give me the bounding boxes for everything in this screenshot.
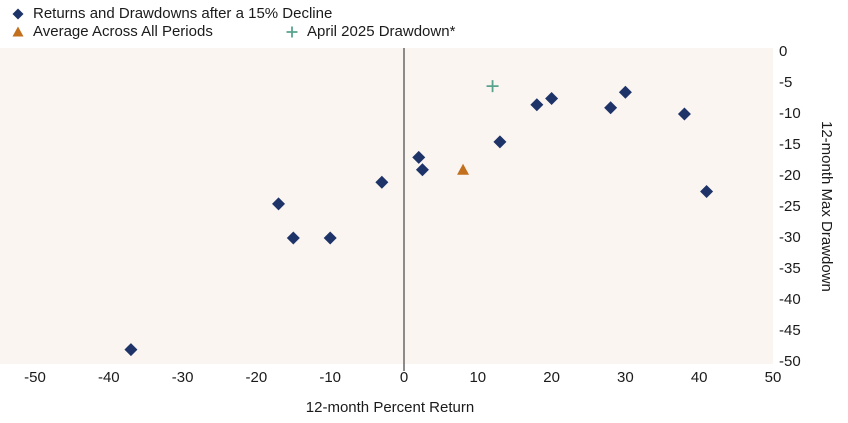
x-tick-label: -50 [24,369,46,386]
y-tick-label: 0 [779,43,788,60]
y-tick-label: -25 [779,198,801,215]
diamond-marker-icon [10,7,26,21]
x-tick-label: 0 [399,369,409,386]
average-marker [457,163,470,175]
data-point-diamond [375,175,389,189]
legend-label: Average Across All Periods [33,23,213,40]
y-tick-label: -10 [779,105,801,122]
legend-glyph [12,26,24,37]
data-point-diamond [700,185,714,198]
data-point-diamond [604,101,618,115]
y-axis-tick-labels: 0 -5 -10 -15 -20 -25 -30 -35 -40 -45 -50 [779,0,819,423]
data-point-diamond [412,150,426,164]
x-tick-label: 40 [690,369,708,386]
legend-label: April 2025 Drawdown* [307,23,456,40]
y-tick-label: -45 [779,322,801,339]
x-tick-label: 20 [543,369,560,386]
legend-glyph [286,26,298,38]
data-point-diamond [545,92,559,105]
legend-item-returns-drawdowns: Returns and Drawdowns after a 15% Declin… [10,5,332,23]
data-point-diamond [272,197,286,211]
y-tick-label: -5 [779,74,793,91]
y-tick-label: -40 [779,291,801,308]
data-point-diamond [493,135,507,149]
plot-area [0,48,773,364]
data-point-diamond [677,107,691,121]
x-axis-tick-labels: -50 -40 -30 -20 -10 0 10 20 30 40 50 [0,369,848,389]
x-tick-label: -20 [245,369,268,386]
april-2025-marker [486,80,499,93]
data-point-diamond [323,231,337,245]
x-axis-title: 12-month Percent Return [305,399,475,416]
x-tick-label: 30 [617,369,634,386]
y-tick-label: -35 [779,260,801,277]
x-tick-label: -30 [171,369,194,386]
y-tick-label: -50 [779,353,801,370]
y-tick-label: -20 [779,167,801,184]
y-axis-title: 12-month Max Drawdown [818,120,835,292]
plus-marker-icon [284,25,300,39]
data-point-diamond [286,231,300,245]
legend-item-average: Average Across All Periods [10,23,213,41]
x-tick-label: -10 [319,369,342,386]
x-tick-label: 50 [764,369,782,386]
triangle-marker-icon [10,25,26,39]
y-tick-label: -30 [779,229,801,246]
y-tick-label: -15 [779,136,801,153]
x-tick-label: -40 [97,369,120,386]
data-point-diamond [415,163,429,177]
legend-item-april-2025: April 2025 Drawdown* [284,23,455,41]
data-point-diamond [530,98,544,112]
legend-glyph [12,8,24,20]
data-point-diamond [124,343,138,357]
data-point-diamond [618,85,632,99]
legend-label: Returns and Drawdowns after a 15% Declin… [33,5,333,22]
x-tick-label: 10 [469,369,487,386]
